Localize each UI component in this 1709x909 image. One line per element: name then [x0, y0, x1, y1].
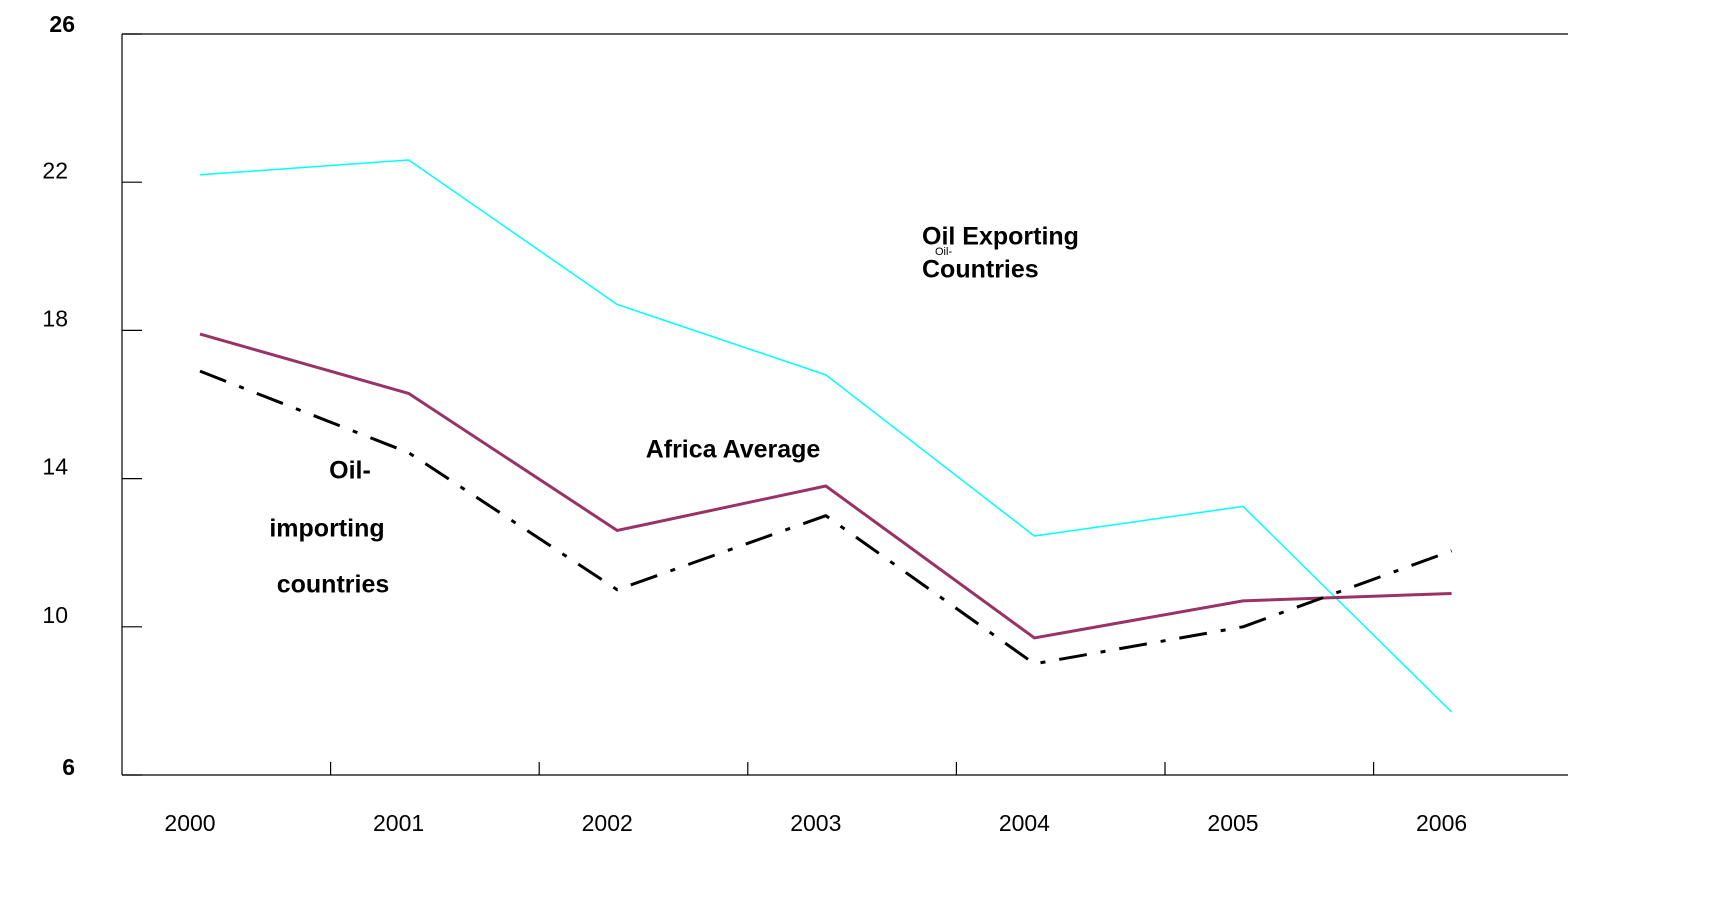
y-tick-label: 14	[42, 454, 68, 480]
x-tick-label: 2000	[164, 810, 215, 836]
series-line	[199, 159, 1453, 713]
x-tick-label: 2002	[582, 810, 633, 836]
y-tick-label: 6	[62, 754, 75, 780]
annotation: Oil-	[935, 246, 952, 258]
x-tick-label: 2003	[790, 810, 841, 836]
y-tick-label: 10	[42, 602, 68, 628]
annotation: Africa Average	[646, 436, 821, 464]
y-tick-label: 26	[49, 11, 75, 37]
annotation: Oil-	[329, 457, 371, 485]
x-tick-label: 2001	[373, 810, 424, 836]
annotation: Oil Exporting	[922, 223, 1079, 251]
y-tick-label: 18	[42, 305, 68, 331]
x-tick-label: 2004	[999, 810, 1050, 836]
series-line	[199, 332, 1452, 640]
annotation: importing	[269, 515, 384, 543]
annotation: Countries	[922, 256, 1039, 284]
series-line	[199, 369, 1453, 666]
annotation: countries	[277, 571, 390, 599]
x-tick-label: 2005	[1207, 810, 1258, 836]
y-tick-label: 22	[42, 157, 68, 183]
x-tick-label: 2006	[1416, 810, 1467, 836]
